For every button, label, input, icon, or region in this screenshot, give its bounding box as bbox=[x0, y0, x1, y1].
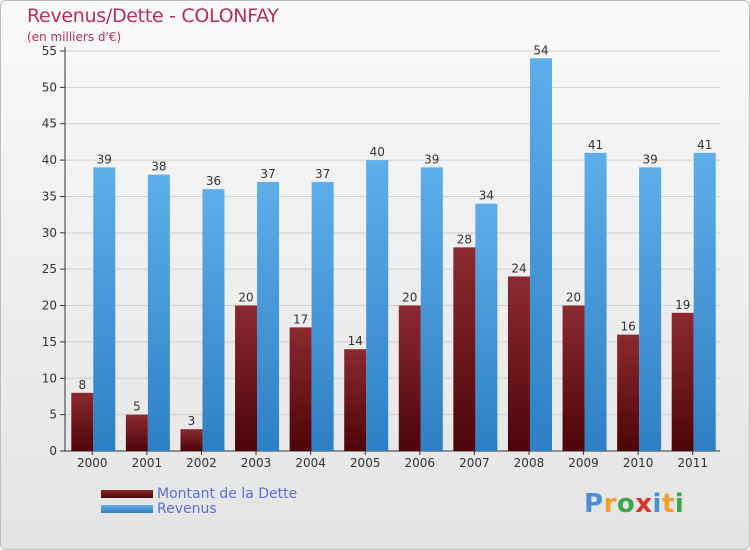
value-label-revenus-2008: 54 bbox=[533, 43, 548, 57]
x-tick-label: 2009 bbox=[568, 456, 599, 470]
bar-revenus-2002 bbox=[202, 189, 225, 451]
logo-letter: i bbox=[674, 489, 685, 519]
bar-revenus-2009 bbox=[584, 152, 607, 451]
y-tick-label: 55 bbox=[42, 44, 57, 58]
logo-letter: t bbox=[661, 489, 675, 519]
bar-revenus-2008 bbox=[529, 58, 552, 451]
chart-title: Revenus/Dette - COLONFAY bbox=[27, 5, 279, 27]
bar-revenus-2004 bbox=[311, 181, 334, 451]
bar-revenus-2011 bbox=[693, 152, 716, 451]
value-label-dette-2009: 20 bbox=[566, 291, 581, 305]
y-tick-label: 0 bbox=[49, 444, 57, 458]
logo-letter: x bbox=[635, 489, 653, 519]
value-label-dette-2010: 16 bbox=[620, 320, 635, 334]
value-label-dette-2005: 14 bbox=[348, 334, 363, 348]
value-label-dette-2011: 19 bbox=[675, 298, 690, 312]
value-label-revenus-2005: 40 bbox=[370, 145, 385, 159]
bar-dette-2003 bbox=[235, 305, 258, 451]
bar-dette-2005 bbox=[344, 349, 367, 451]
y-tick-label: 35 bbox=[42, 189, 57, 203]
x-tick-label: 2007 bbox=[459, 456, 490, 470]
legend-swatch-revenus bbox=[101, 505, 153, 513]
x-tick-label: 2005 bbox=[350, 456, 381, 470]
value-label-dette-2003: 20 bbox=[238, 291, 253, 305]
y-tick-label: 25 bbox=[42, 262, 57, 276]
value-label-dette-2007: 28 bbox=[457, 232, 472, 246]
bar-dette-2007 bbox=[453, 247, 476, 451]
legend-label-dette: Montant de la Dette bbox=[157, 486, 298, 502]
x-tick-label: 2004 bbox=[295, 456, 326, 470]
legend-swatch-dette bbox=[101, 490, 153, 498]
x-tick-label: 2003 bbox=[241, 456, 272, 470]
y-tick-label: 40 bbox=[42, 153, 57, 167]
value-label-revenus-2006: 39 bbox=[424, 152, 439, 166]
legend-label-revenus: Revenus bbox=[157, 501, 217, 517]
bar-dette-2009 bbox=[562, 305, 585, 451]
bar-revenus-2005 bbox=[366, 160, 389, 451]
logo-letter: P bbox=[584, 489, 604, 519]
logo-letter: o bbox=[616, 489, 636, 519]
value-label-dette-2000: 8 bbox=[78, 378, 86, 392]
y-tick-label: 20 bbox=[42, 299, 57, 313]
value-label-dette-2008: 24 bbox=[511, 261, 526, 275]
bar-revenus-2001 bbox=[147, 174, 170, 452]
bar-dette-2002 bbox=[180, 429, 203, 451]
x-tick-label: 2010 bbox=[623, 456, 654, 470]
bar-revenus-2000 bbox=[93, 167, 116, 451]
value-label-revenus-2004: 37 bbox=[315, 167, 330, 181]
value-label-dette-2004: 17 bbox=[293, 312, 308, 326]
bar-dette-2001 bbox=[125, 414, 148, 451]
value-label-revenus-2003: 37 bbox=[260, 167, 275, 181]
y-tick-label: 15 bbox=[42, 335, 57, 349]
proxiti-logo: Proxiti bbox=[584, 489, 684, 519]
bar-dette-2000 bbox=[71, 392, 94, 451]
y-tick-label: 10 bbox=[42, 371, 57, 385]
logo-letter: r bbox=[603, 489, 617, 519]
x-tick-label: 2001 bbox=[132, 456, 163, 470]
bar-dette-2004 bbox=[289, 327, 312, 451]
value-label-dette-2001: 5 bbox=[133, 400, 141, 414]
value-label-dette-2002: 3 bbox=[188, 414, 196, 428]
value-label-dette-2006: 20 bbox=[402, 291, 417, 305]
y-tick-label: 5 bbox=[49, 408, 57, 422]
logo-letter: i bbox=[652, 489, 662, 519]
bar-revenus-2006 bbox=[420, 167, 443, 451]
value-label-revenus-2007: 34 bbox=[479, 189, 494, 203]
y-tick-label: 30 bbox=[42, 226, 57, 240]
bar-dette-2006 bbox=[398, 305, 421, 451]
value-label-revenus-2001: 38 bbox=[151, 160, 166, 174]
bar-revenus-2007 bbox=[475, 203, 498, 451]
y-tick-label: 45 bbox=[42, 117, 57, 131]
bar-dette-2010 bbox=[617, 334, 640, 451]
bar-dette-2008 bbox=[507, 276, 530, 451]
bar-dette-2011 bbox=[671, 312, 694, 451]
bar-revenus-2003 bbox=[257, 181, 280, 451]
value-label-revenus-2002: 36 bbox=[206, 174, 221, 188]
x-tick-label: 2011 bbox=[677, 456, 708, 470]
value-label-revenus-2009: 41 bbox=[588, 138, 603, 152]
value-label-revenus-2010: 39 bbox=[642, 152, 657, 166]
chart-subtitle: (en milliers d'€) bbox=[27, 30, 122, 44]
value-label-revenus-2000: 39 bbox=[97, 152, 112, 166]
bar-revenus-2010 bbox=[639, 167, 662, 451]
value-label-revenus-2011: 41 bbox=[697, 138, 712, 152]
y-tick-label: 50 bbox=[42, 80, 57, 94]
x-tick-label: 2002 bbox=[186, 456, 217, 470]
x-tick-label: 2008 bbox=[514, 456, 545, 470]
x-tick-label: 2000 bbox=[77, 456, 108, 470]
x-tick-label: 2006 bbox=[405, 456, 436, 470]
